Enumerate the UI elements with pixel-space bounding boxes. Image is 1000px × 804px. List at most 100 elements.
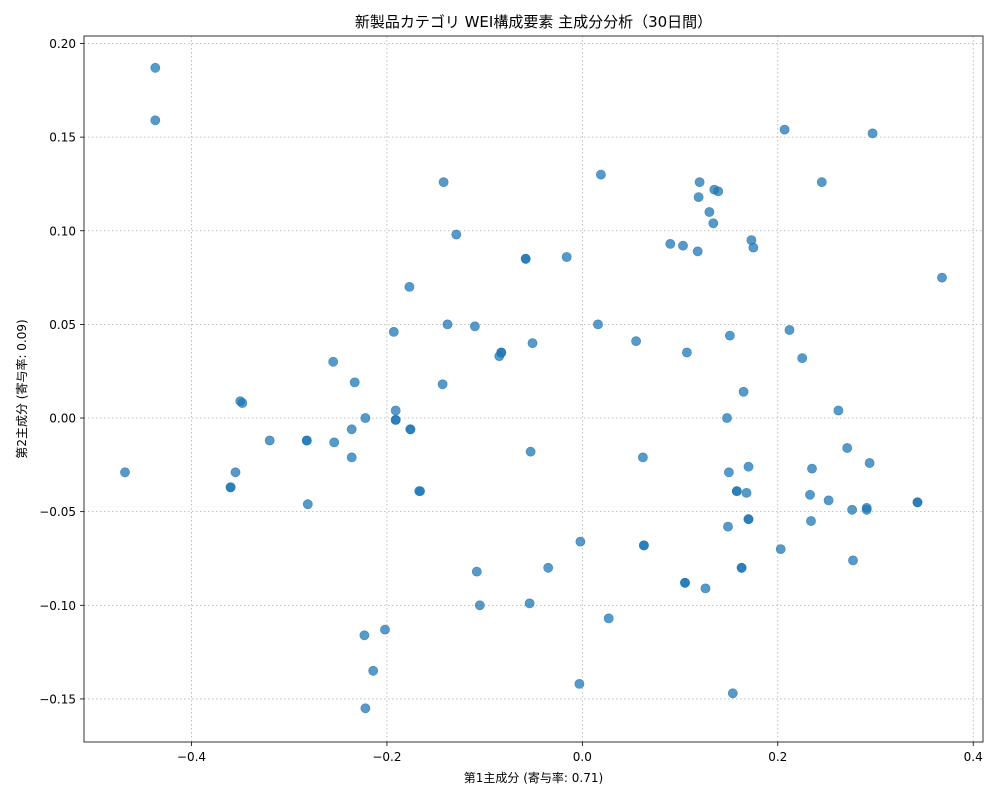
data-point: [692, 246, 703, 257]
y-axis-ticks: −0.15 −0.10 −0.05 0.00 0.05 0.10 0.15 0.20: [39, 37, 84, 706]
data-point: [842, 443, 853, 453]
data-point: [390, 405, 401, 416]
data-point: [806, 516, 816, 526]
x-tick-label: 0.4: [964, 750, 983, 764]
data-point: [225, 482, 236, 493]
y-tick-label: 0.15: [49, 131, 76, 145]
data-point: [678, 240, 688, 251]
data-point: [833, 405, 844, 416]
data-point: [727, 688, 738, 699]
data-point: [848, 555, 858, 566]
data-point: [359, 630, 370, 641]
x-axis-label: 第1主成分 (寄与率: 0.71): [464, 770, 603, 785]
data-point: [741, 487, 752, 498]
data-point: [784, 325, 795, 335]
data-point: [230, 467, 241, 478]
plot-frame: [83, 35, 984, 743]
data-point: [404, 281, 415, 292]
data-point: [527, 338, 538, 348]
y-tick-label: 0.20: [49, 37, 76, 51]
data-point: [120, 467, 130, 478]
data-point: [743, 461, 754, 472]
data-point: [665, 238, 676, 249]
data-point: [738, 386, 749, 397]
data-point: [867, 128, 878, 139]
data-point: [469, 321, 480, 332]
data-point: [520, 253, 531, 264]
data-point: [390, 414, 401, 425]
data-point: [150, 62, 161, 73]
data-point: [639, 540, 649, 551]
data-point: [438, 177, 449, 187]
x-tick-label: 0.0: [573, 750, 592, 764]
x-tick-label: −0.4: [177, 750, 206, 764]
data-point: [736, 562, 747, 573]
data-point: [360, 413, 371, 423]
y-tick-label: 0.10: [49, 224, 76, 238]
data-point: [574, 679, 585, 689]
data-point: [631, 336, 641, 347]
data-point: [524, 598, 535, 609]
data-point: [823, 495, 834, 506]
x-tick-label: 0.2: [768, 750, 787, 764]
data-point: [442, 319, 453, 330]
data-point: [682, 347, 692, 358]
y-tick-label: 0.05: [49, 318, 76, 332]
data-point: [302, 499, 313, 510]
data-point: [725, 330, 735, 341]
data-point: [264, 435, 275, 446]
data-point: [694, 177, 705, 187]
data-point: [638, 452, 648, 463]
data-point: [415, 486, 425, 496]
chart-title: 新製品カテゴリ WEI構成要素 主成分分析（30日間）: [355, 13, 712, 31]
y-axis-label: 第2主成分 (寄与率: 0.09): [14, 319, 29, 458]
data-point: [360, 703, 371, 714]
data-point: [603, 613, 614, 624]
data-point: [596, 169, 606, 180]
data-point: [380, 624, 390, 635]
data-point: [593, 319, 603, 330]
data-point: [471, 566, 482, 577]
data-point: [816, 177, 827, 187]
data-point: [723, 521, 733, 532]
x-axis-ticks: −0.4 −0.2 0.0 0.2 0.4: [177, 742, 983, 764]
data-point: [748, 242, 759, 253]
data-point: [775, 544, 786, 554]
data-point: [388, 326, 399, 337]
y-tick-label: 0.00: [49, 412, 76, 426]
data-point: [847, 504, 857, 515]
data-point: [301, 435, 312, 446]
data-point: [474, 600, 485, 611]
x-tick-label: −0.2: [372, 750, 401, 764]
data-point: [724, 467, 734, 478]
data-point: [743, 514, 754, 525]
data-point: [346, 452, 357, 463]
data-point: [451, 229, 462, 240]
data-point: [708, 218, 719, 229]
data-point: [680, 577, 690, 588]
data-point: [722, 413, 732, 423]
data-point: [368, 665, 379, 676]
data-point: [700, 583, 711, 594]
data-point: [349, 377, 360, 388]
data-point: [797, 353, 808, 363]
data-point: [561, 252, 572, 262]
data-point: [779, 124, 790, 135]
data-point: [693, 192, 704, 202]
data-point: [237, 398, 248, 408]
data-point: [575, 536, 586, 547]
data-point: [807, 463, 817, 474]
data-point: [437, 379, 448, 390]
data-point: [704, 207, 715, 217]
data-point: [525, 446, 536, 457]
data-points: [120, 62, 947, 714]
data-point: [861, 504, 872, 515]
data-point: [405, 424, 416, 435]
data-point: [496, 347, 507, 358]
data-point: [731, 486, 742, 496]
data-point: [150, 115, 161, 126]
y-tick-label: −0.10: [39, 599, 76, 613]
y-tick-label: −0.05: [39, 505, 76, 519]
